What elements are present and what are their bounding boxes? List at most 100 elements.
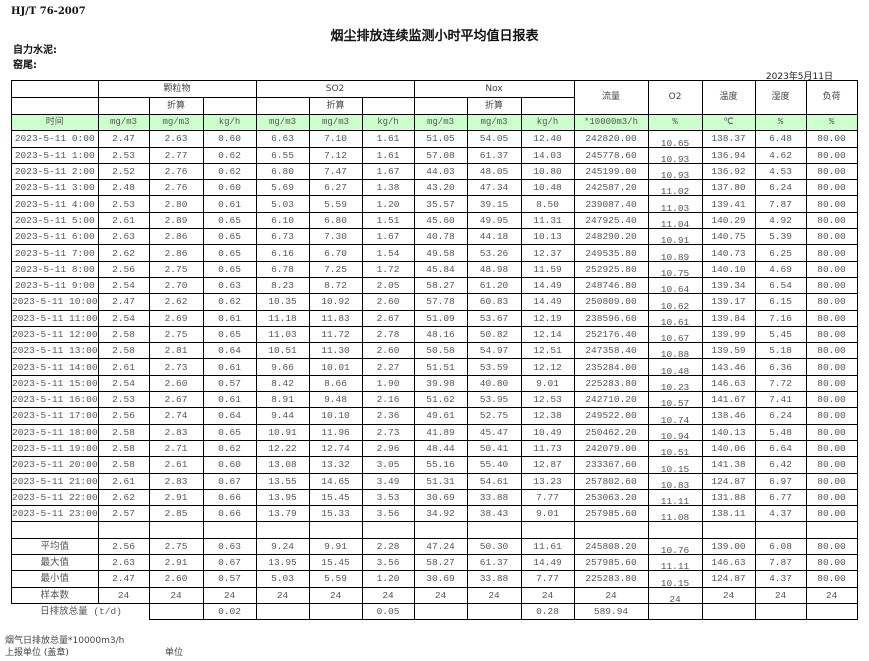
value-cell: 0.60 xyxy=(202,179,257,197)
value-cell: 257802.60 xyxy=(573,472,649,490)
value-cell: 0.62 xyxy=(202,293,257,311)
value-cell: 55.40 xyxy=(466,456,522,474)
value-cell: 14.65 xyxy=(308,472,363,490)
value-cell: 13.32 xyxy=(308,456,363,474)
value-cell: 48.16 xyxy=(413,325,468,344)
stat-cell: 7.77 xyxy=(520,570,575,588)
value-cell: 51.31 xyxy=(413,472,468,490)
value-cell: 9.66 xyxy=(255,358,310,376)
value-cell: 2.85 xyxy=(148,505,204,523)
value-cell: 141.67 xyxy=(701,391,756,409)
unit-cell: mg/m3 xyxy=(148,113,204,132)
value-cell: 2.67 xyxy=(361,309,415,327)
value-cell: 50.58 xyxy=(413,342,468,360)
value-cell: 0.65 xyxy=(202,325,257,344)
value-cell: 47.34 xyxy=(466,179,522,197)
stat-cell: 13.95 xyxy=(255,554,310,572)
value-cell: 43.20 xyxy=(413,179,468,197)
stat-cell: 146.63 xyxy=(701,554,756,572)
value-cell: 0.65 xyxy=(202,211,257,230)
time-cell: 2023-5-11 22:00 xyxy=(11,488,99,507)
value-cell: 15.33 xyxy=(308,505,363,523)
value-cell: 138.46 xyxy=(701,407,756,425)
value-cell: 2.91 xyxy=(148,488,204,507)
stat-cell: 50.30 xyxy=(466,537,522,556)
value-cell: 2.60 xyxy=(361,342,415,360)
time-cell: 2023-5-11 10:00 xyxy=(11,293,99,311)
value-cell: 11.08 xyxy=(647,508,703,526)
value-cell: 10.64 xyxy=(647,279,703,298)
col-particulate-converted: 折算 xyxy=(148,97,204,115)
value-cell: 2.58 xyxy=(97,456,150,474)
stat-cell: 245808.20 xyxy=(573,537,649,556)
blank-row xyxy=(11,521,858,539)
value-cell: 2.53 xyxy=(97,146,150,164)
value-cell: 2.83 xyxy=(148,423,204,441)
value-cell: 1.51 xyxy=(361,211,415,230)
value-cell: 2.60 xyxy=(361,293,415,311)
value-cell: 11.18 xyxy=(255,309,310,327)
value-cell: 2.56 xyxy=(97,407,150,425)
value-cell: 0.65 xyxy=(202,228,257,246)
value-cell: 6.48 xyxy=(754,130,807,148)
value-cell: 5.18 xyxy=(754,342,807,360)
value-cell: 233367.60 xyxy=(573,456,649,474)
value-cell: 2.74 xyxy=(148,407,204,425)
stat-cell: 7.87 xyxy=(754,554,807,572)
value-cell: 257985.60 xyxy=(573,505,649,523)
value-cell: 2.80 xyxy=(148,195,204,213)
table-row: 2023-5-11 5:00 2.61 2.89 0.65 6.10 6.80 1.51 45… xyxy=(11,211,858,233)
blank-cell xyxy=(97,97,150,115)
table-row: 2023-5-11 9:00 2.54 2.70 0.63 8.23 8.72 2.05 58… xyxy=(11,276,858,298)
stats-row: 最小值 2.47 2.60 0.57 5.03 5.59 1.20 30.69 33.88 7.7… xyxy=(11,570,858,591)
col-particulate: 颗粒物 xyxy=(97,80,257,98)
value-cell: 146.63 xyxy=(701,374,756,393)
stat-cell: 0.63 xyxy=(202,537,257,556)
value-cell: 2.63 xyxy=(148,130,204,148)
time-cell: 2023-5-11 13:00 xyxy=(11,342,99,360)
report-table: 颗粒物 SO2 Nox 流量 O2 温度 湿度 负荷 折算 折算 折算 时间 mg… xyxy=(11,80,858,621)
value-cell: 30.69 xyxy=(413,488,468,507)
stat-cell: 9.24 xyxy=(255,537,310,556)
stat-cell: 2.56 xyxy=(97,537,150,556)
value-cell: 61.20 xyxy=(466,276,522,295)
value-cell: 51.62 xyxy=(413,391,468,409)
unit-cell: mg/m3 xyxy=(466,113,522,132)
value-cell: 8.91 xyxy=(255,391,310,409)
value-cell: 10.13 xyxy=(520,228,575,246)
blank-cell xyxy=(11,80,99,98)
table-row: 2023-5-11 18:00 2.58 2.83 0.65 10.91 11.96 2.7… xyxy=(11,423,858,444)
stat-cell: 80.00 xyxy=(805,554,858,572)
value-cell: 80.00 xyxy=(805,146,858,164)
value-cell: 12.51 xyxy=(520,342,575,360)
value-cell: 14.49 xyxy=(520,293,575,311)
value-cell: 2.56 xyxy=(97,260,150,278)
stat-cell: 24 xyxy=(701,586,756,604)
value-cell: 41.89 xyxy=(413,423,468,441)
total-cell: 589.94 xyxy=(573,602,649,621)
total-cell xyxy=(413,602,468,621)
value-cell: 7.16 xyxy=(754,309,807,327)
value-cell: 51.09 xyxy=(413,309,468,327)
value-cell: 6.55 xyxy=(255,146,310,164)
value-cell: 80.00 xyxy=(805,325,858,344)
value-cell: 11.72 xyxy=(308,325,363,344)
total-cell xyxy=(466,602,522,621)
value-cell: 2.36 xyxy=(361,407,415,425)
blank-cell xyxy=(148,521,204,539)
value-cell: 80.00 xyxy=(805,439,858,458)
value-cell: 44.03 xyxy=(413,162,468,181)
stat-cell: 11.61 xyxy=(520,537,575,556)
value-cell: 12.19 xyxy=(520,309,575,327)
value-cell: 10.35 xyxy=(255,293,310,311)
value-cell: 2.71 xyxy=(148,439,204,458)
table-row: 2023-5-11 0:00 2.47 2.63 0.60 6.63 7.10 1.61 51… xyxy=(11,130,858,151)
stat-cell: 2.28 xyxy=(361,537,415,556)
value-cell: 6.78 xyxy=(255,260,310,278)
stat-cell: 2.63 xyxy=(97,554,150,572)
value-cell: 250809.00 xyxy=(573,293,649,311)
value-cell: 49.58 xyxy=(413,244,468,262)
value-cell: 250462.20 xyxy=(573,423,649,441)
value-cell: 80.00 xyxy=(805,309,858,327)
total-cell xyxy=(701,602,756,621)
